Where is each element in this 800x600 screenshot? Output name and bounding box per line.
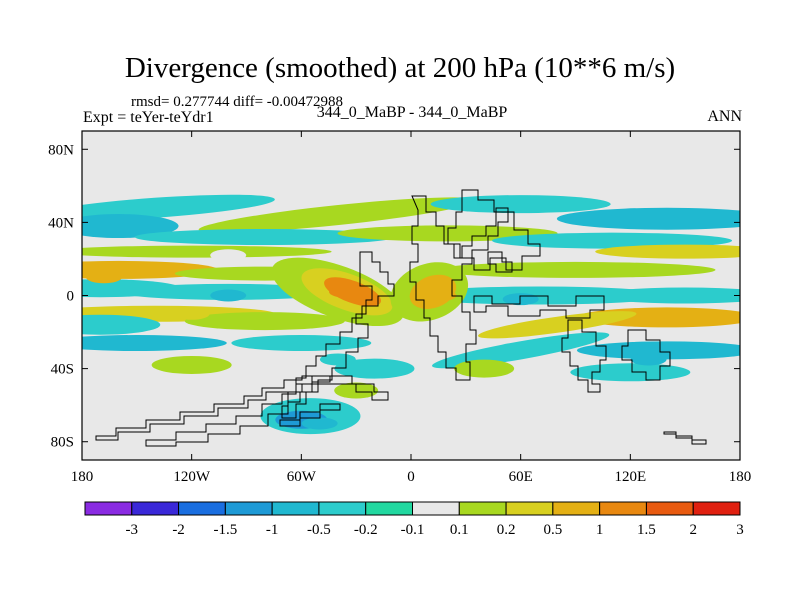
colorbar-label: 0.2 (497, 522, 516, 538)
colorbar-swatch (318, 501, 367, 516)
y-tick-label: 40S (51, 362, 74, 378)
divergence-feature (329, 285, 366, 298)
divergence-blob (134, 229, 395, 246)
divergence-blob (82, 314, 161, 335)
coast-antarctic-peninsula (145, 375, 331, 447)
x-tick-label: 60W (287, 469, 317, 485)
colorbar-swatch (692, 501, 741, 516)
colorbar-swatch (178, 501, 226, 516)
divergence-blob (198, 197, 478, 233)
colorbar-label: 3 (736, 522, 744, 538)
colorbar-label: 1.5 (637, 522, 656, 538)
colorbar-label: 0.5 (543, 522, 562, 538)
colorbar-swatch (271, 501, 320, 516)
case-label: 344_0_MaBP - 344_0_MaBP (316, 104, 508, 121)
divergence-blob (477, 311, 637, 339)
divergence-feature (630, 353, 667, 366)
divergence-feature (85, 271, 122, 284)
divergence-blob (430, 195, 611, 214)
x-tick-label: 60E (509, 469, 533, 485)
divergence-feature (301, 417, 338, 430)
divergence-feature (210, 289, 247, 302)
x-tick-label: 180 (729, 469, 752, 485)
colorbar-label: -3 (126, 522, 139, 538)
divergence-blob (82, 214, 179, 239)
colorbar-label: -2 (172, 522, 185, 538)
colorbar-label: -1.5 (213, 522, 237, 538)
divergence-blob (334, 358, 415, 379)
divergence-blob (151, 355, 232, 374)
coast-japan (487, 251, 513, 273)
divergence-blob (595, 244, 740, 259)
divergence-feature (173, 307, 210, 320)
colorbar-swatch (224, 501, 273, 516)
divergence-blob (595, 287, 740, 304)
colorbar-swatch (412, 501, 460, 516)
coast-eurasia (447, 189, 541, 271)
colorbar-swatch (131, 501, 180, 516)
stats-label: rmsd= 0.277744 diff= -0.00472988 (131, 94, 344, 110)
divergence-blob (82, 245, 332, 258)
divergence-feature (210, 249, 247, 262)
y-tick-label: 80N (48, 142, 74, 158)
y-tick-label: 0 (67, 289, 75, 305)
colorbar-label: -0.1 (401, 522, 425, 538)
divergence-blob (184, 312, 345, 331)
colorbar-label: 1 (596, 522, 604, 538)
colorbar-swatch (505, 501, 554, 516)
x-tick-label: 120E (614, 469, 646, 485)
coast-maritime (561, 319, 607, 393)
divergence-blob (576, 341, 740, 360)
coast-weddell (279, 403, 341, 427)
divergence-blob (454, 359, 515, 378)
divergence-blob (82, 335, 227, 352)
colorbar-label: 2 (689, 522, 697, 538)
colorbar-swatch (365, 501, 414, 516)
coast-antarctic-shelf (95, 375, 389, 441)
coast-south-asia (473, 295, 605, 319)
colorbar-labels: -3 -2 -1.5 -1 -0.5 -0.2 -0.1 0.1 0.2 0.5 1 1.5 2 3 (126, 522, 744, 538)
coastlines (95, 189, 707, 447)
divergence-feature (420, 289, 457, 302)
experiment-label: Expt = teYer-teYdr1 (83, 109, 214, 126)
colorbar-label: -0.2 (354, 522, 378, 538)
x-tick-label: 120W (173, 469, 211, 485)
divergence-blob (432, 332, 610, 369)
divergence-blob (82, 194, 275, 221)
colorbar-label: -1 (266, 522, 279, 538)
x-tick-label: 180 (71, 469, 94, 485)
colorbar-label: 0.1 (450, 522, 469, 538)
divergence-feature (319, 353, 356, 366)
coast-australia (621, 329, 671, 381)
colorbar-label: -0.5 (307, 522, 331, 538)
divergence-feature (667, 216, 704, 229)
x-tick-label: 0 (407, 469, 415, 485)
y-tick-label: 80S (51, 435, 74, 451)
divergence-blob (492, 232, 733, 249)
y-tick-label: 40N (48, 215, 74, 231)
season-label: ANN (707, 108, 742, 125)
plot-title: Divergence (smoothed) at 200 hPa (10**6 … (124, 52, 676, 84)
colorbar-boxes (84, 501, 741, 516)
colorbar-swatch (458, 501, 507, 516)
divergence-blob (231, 335, 372, 352)
colorbar-swatch (552, 501, 601, 516)
map-axes: 180 120W 60W 0 60E 120E 180 80N 40N 0 40S 80S (48, 131, 751, 485)
divergence-feature (648, 307, 685, 320)
coast-africa-europe (409, 195, 509, 381)
colorbar-swatch (645, 501, 694, 516)
colorbar-swatch (84, 501, 133, 516)
colorbar-swatch (599, 501, 647, 516)
coast-east-antarctica (663, 431, 707, 445)
divergence-feature (283, 212, 320, 225)
